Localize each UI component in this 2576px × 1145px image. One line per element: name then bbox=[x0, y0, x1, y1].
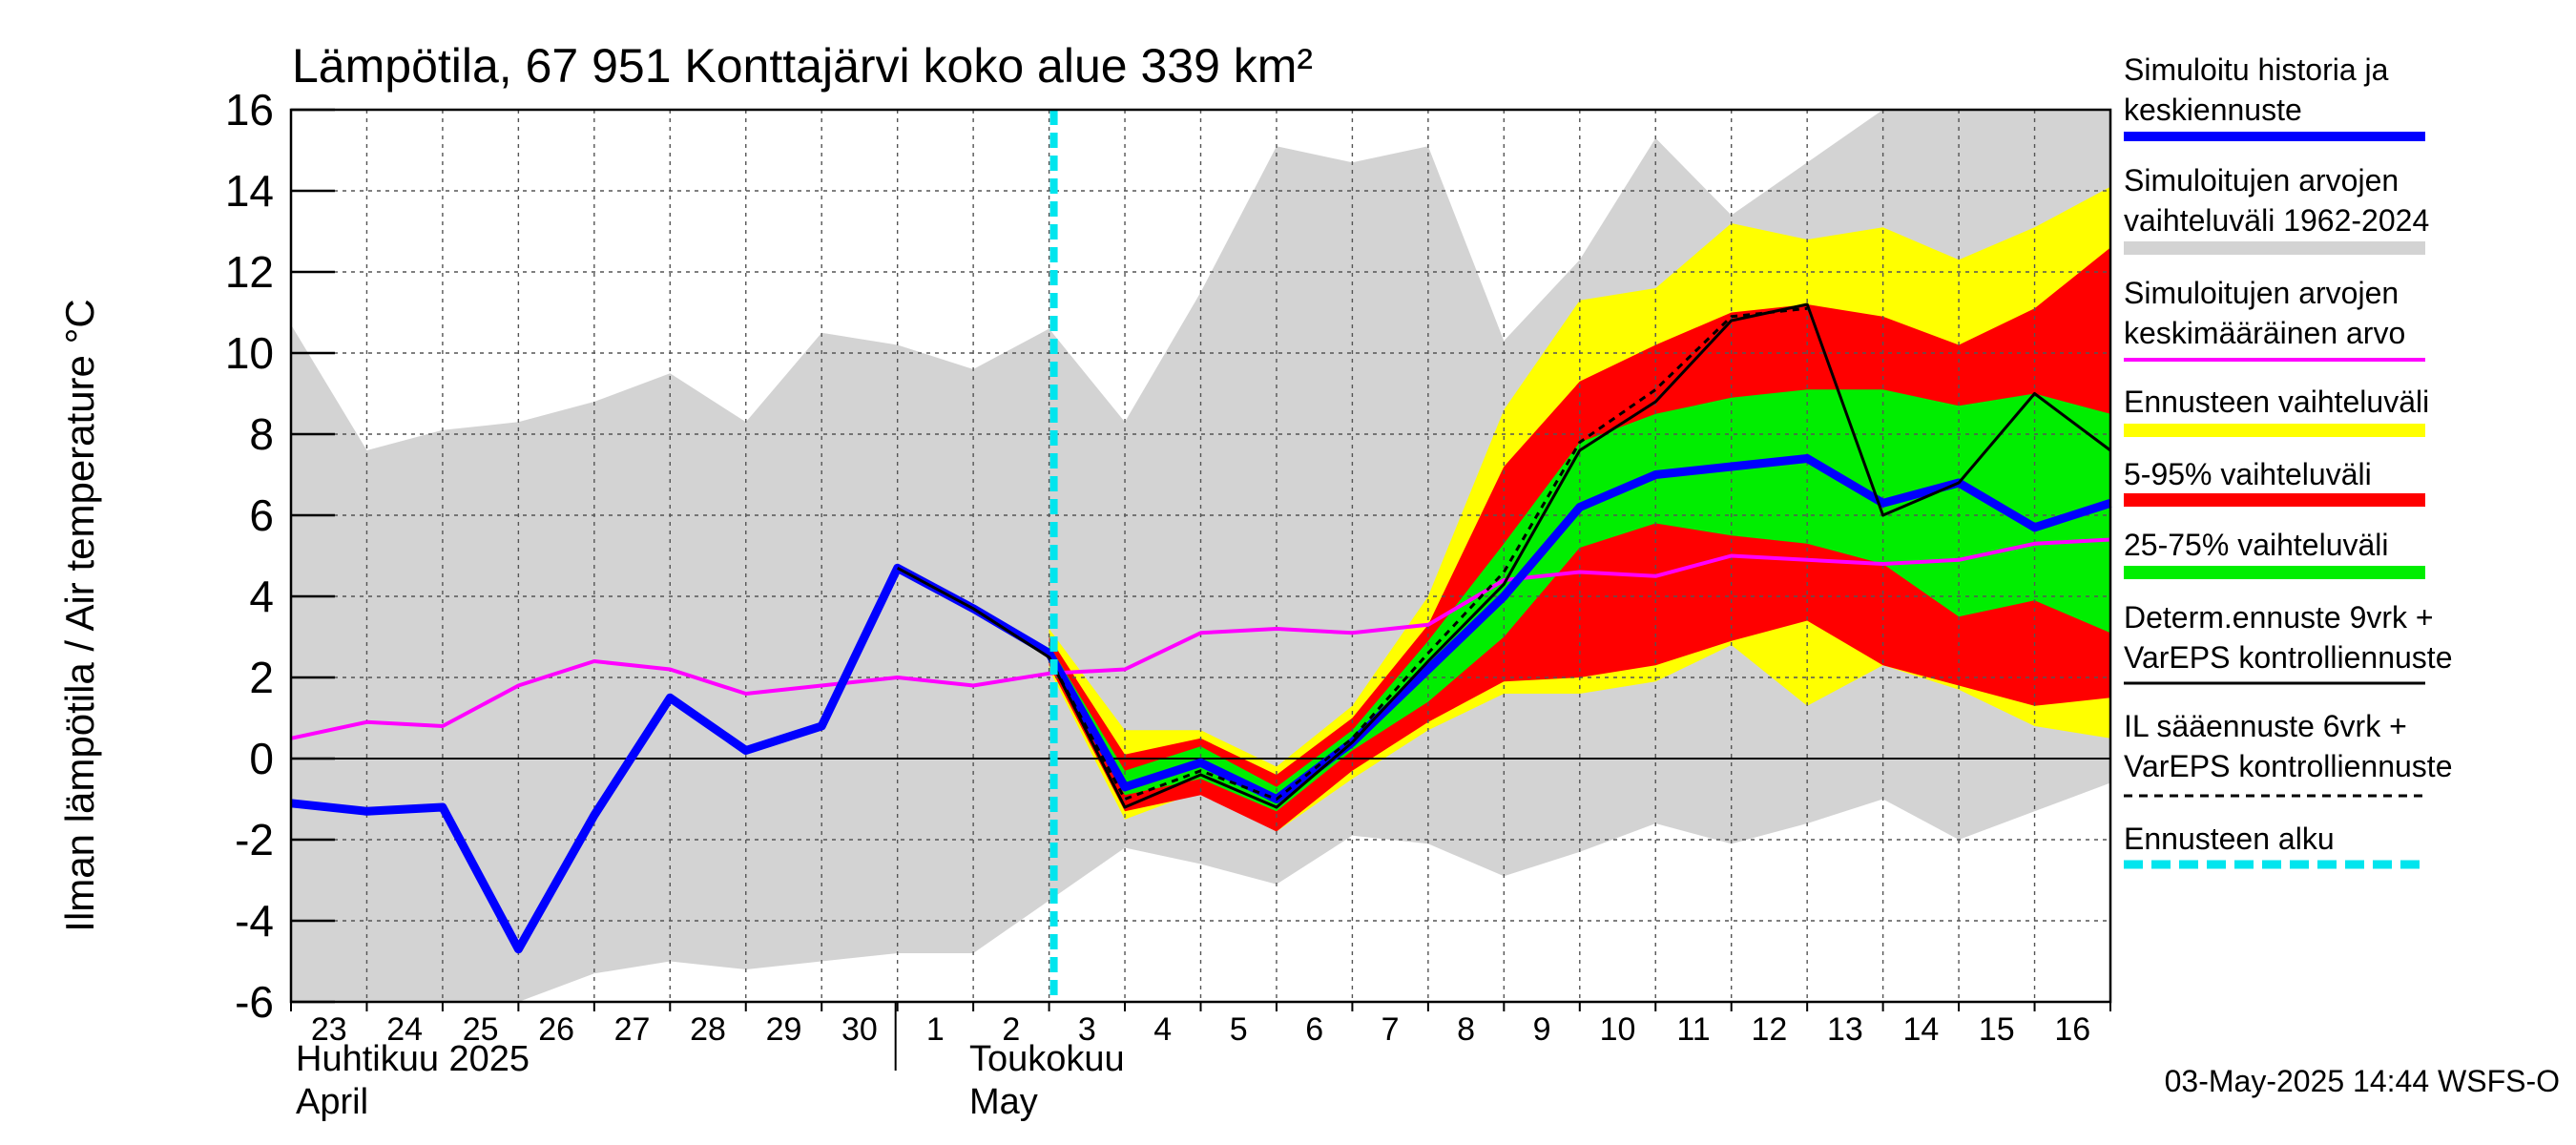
x-day-label: 26 bbox=[538, 1011, 574, 1048]
y-tick-label: 4 bbox=[249, 572, 274, 621]
x-day-label: 29 bbox=[766, 1011, 802, 1048]
x-day-label: 12 bbox=[1752, 1011, 1788, 1048]
y-tick-label: 14 bbox=[225, 166, 274, 216]
mean-line bbox=[290, 537, 2111, 740]
y-tick-label: 0 bbox=[249, 734, 274, 783]
x-day-label: 23 bbox=[311, 1011, 347, 1048]
month-label-may-fi: Toukokuu bbox=[969, 1039, 1125, 1079]
legend-det-line2: VarEPS kontrolliennuste bbox=[2124, 640, 2452, 675]
y-tick-label: 16 bbox=[225, 85, 274, 135]
y-axis-label: Ilman lämpötila / Air temperature °C bbox=[57, 299, 102, 931]
history-median-line bbox=[290, 454, 2112, 954]
legend-green-line1: 25-75% vaihteluväli bbox=[2124, 528, 2389, 562]
y-tick-label: 2 bbox=[249, 653, 274, 702]
x-day-label: 3 bbox=[1078, 1011, 1096, 1048]
y-tick-label: -4 bbox=[235, 896, 274, 946]
x-day-label: 5 bbox=[1230, 1011, 1248, 1048]
series-lines bbox=[290, 110, 2112, 1002]
deterministic-forecast-line bbox=[896, 302, 2111, 809]
x-day-label: 8 bbox=[1457, 1011, 1475, 1048]
chart-title: Lämpötila, 67 951 Konttajärvi koko alue … bbox=[292, 39, 1313, 93]
legend: Simuloitu historia ja keskiennuste Simul… bbox=[2124, 52, 2452, 869]
timestamp: 03-May-2025 14:44 WSFS-O bbox=[2165, 1064, 2560, 1098]
x-day-label: 9 bbox=[1533, 1011, 1551, 1048]
month-label-may-en: May bbox=[969, 1082, 1038, 1122]
legend-start-line1: Ennusteen alku bbox=[2124, 822, 2335, 856]
grid-lines bbox=[291, 110, 2110, 1002]
x-day-label: 6 bbox=[1305, 1011, 1323, 1048]
band-3 bbox=[1049, 389, 2110, 812]
il-forecast-line bbox=[1048, 306, 1808, 801]
x-day-label: 11 bbox=[1676, 1011, 1710, 1048]
y-tick-label: 12 bbox=[225, 247, 274, 297]
y-tick-label: -2 bbox=[235, 815, 274, 864]
legend-det-line1: Determ.ennuste 9vrk + bbox=[2124, 600, 2434, 635]
y-tick-label: 10 bbox=[225, 328, 274, 378]
legend-yellow-line1: Ennusteen vaihteluväli bbox=[2124, 385, 2429, 419]
month-label-april-fi: Huhtikuu 2025 bbox=[296, 1039, 530, 1079]
x-day-label: 27 bbox=[614, 1011, 651, 1048]
x-day-label: 7 bbox=[1381, 1011, 1400, 1048]
x-day-label: 1 bbox=[926, 1011, 945, 1048]
x-day-label: 25 bbox=[463, 1011, 499, 1048]
x-day-label: 4 bbox=[1153, 1011, 1172, 1048]
legend-il-line1: IL sääennuste 6vrk + bbox=[2124, 709, 2407, 743]
x-day-label: 30 bbox=[841, 1011, 878, 1048]
x-day-label: 2 bbox=[1002, 1011, 1020, 1048]
legend-gray-line1: Simuloitujen arvojen bbox=[2124, 163, 2399, 198]
x-day-label: 16 bbox=[2054, 1011, 2090, 1048]
y-tick-label: 6 bbox=[249, 490, 274, 540]
x-day-label: 13 bbox=[1827, 1011, 1863, 1048]
legend-mean-line2: keskimääräinen arvo bbox=[2124, 316, 2405, 350]
legend-blue-line2: keskiennuste bbox=[2124, 93, 2302, 127]
x-day-label: 10 bbox=[1600, 1011, 1636, 1048]
month-label-april-en: April bbox=[296, 1082, 368, 1122]
legend-red-line1: 5-95% vaihteluväli bbox=[2124, 457, 2372, 491]
y-tick-label: -6 bbox=[235, 977, 274, 1027]
legend-mean-line1: Simuloitujen arvojen bbox=[2124, 276, 2399, 310]
legend-il-line2: VarEPS kontrolliennuste bbox=[2124, 749, 2452, 783]
x-day-label: 15 bbox=[1979, 1011, 2015, 1048]
legend-blue-line1: Simuloitu historia ja bbox=[2124, 52, 2389, 87]
y-tick-label: 8 bbox=[249, 409, 274, 459]
x-day-label: 14 bbox=[1902, 1011, 1939, 1048]
x-day-label: 28 bbox=[690, 1011, 726, 1048]
x-day-label: 24 bbox=[386, 1011, 423, 1048]
legend-gray-line2: vaihteluväli 1962-2024 bbox=[2124, 203, 2429, 238]
